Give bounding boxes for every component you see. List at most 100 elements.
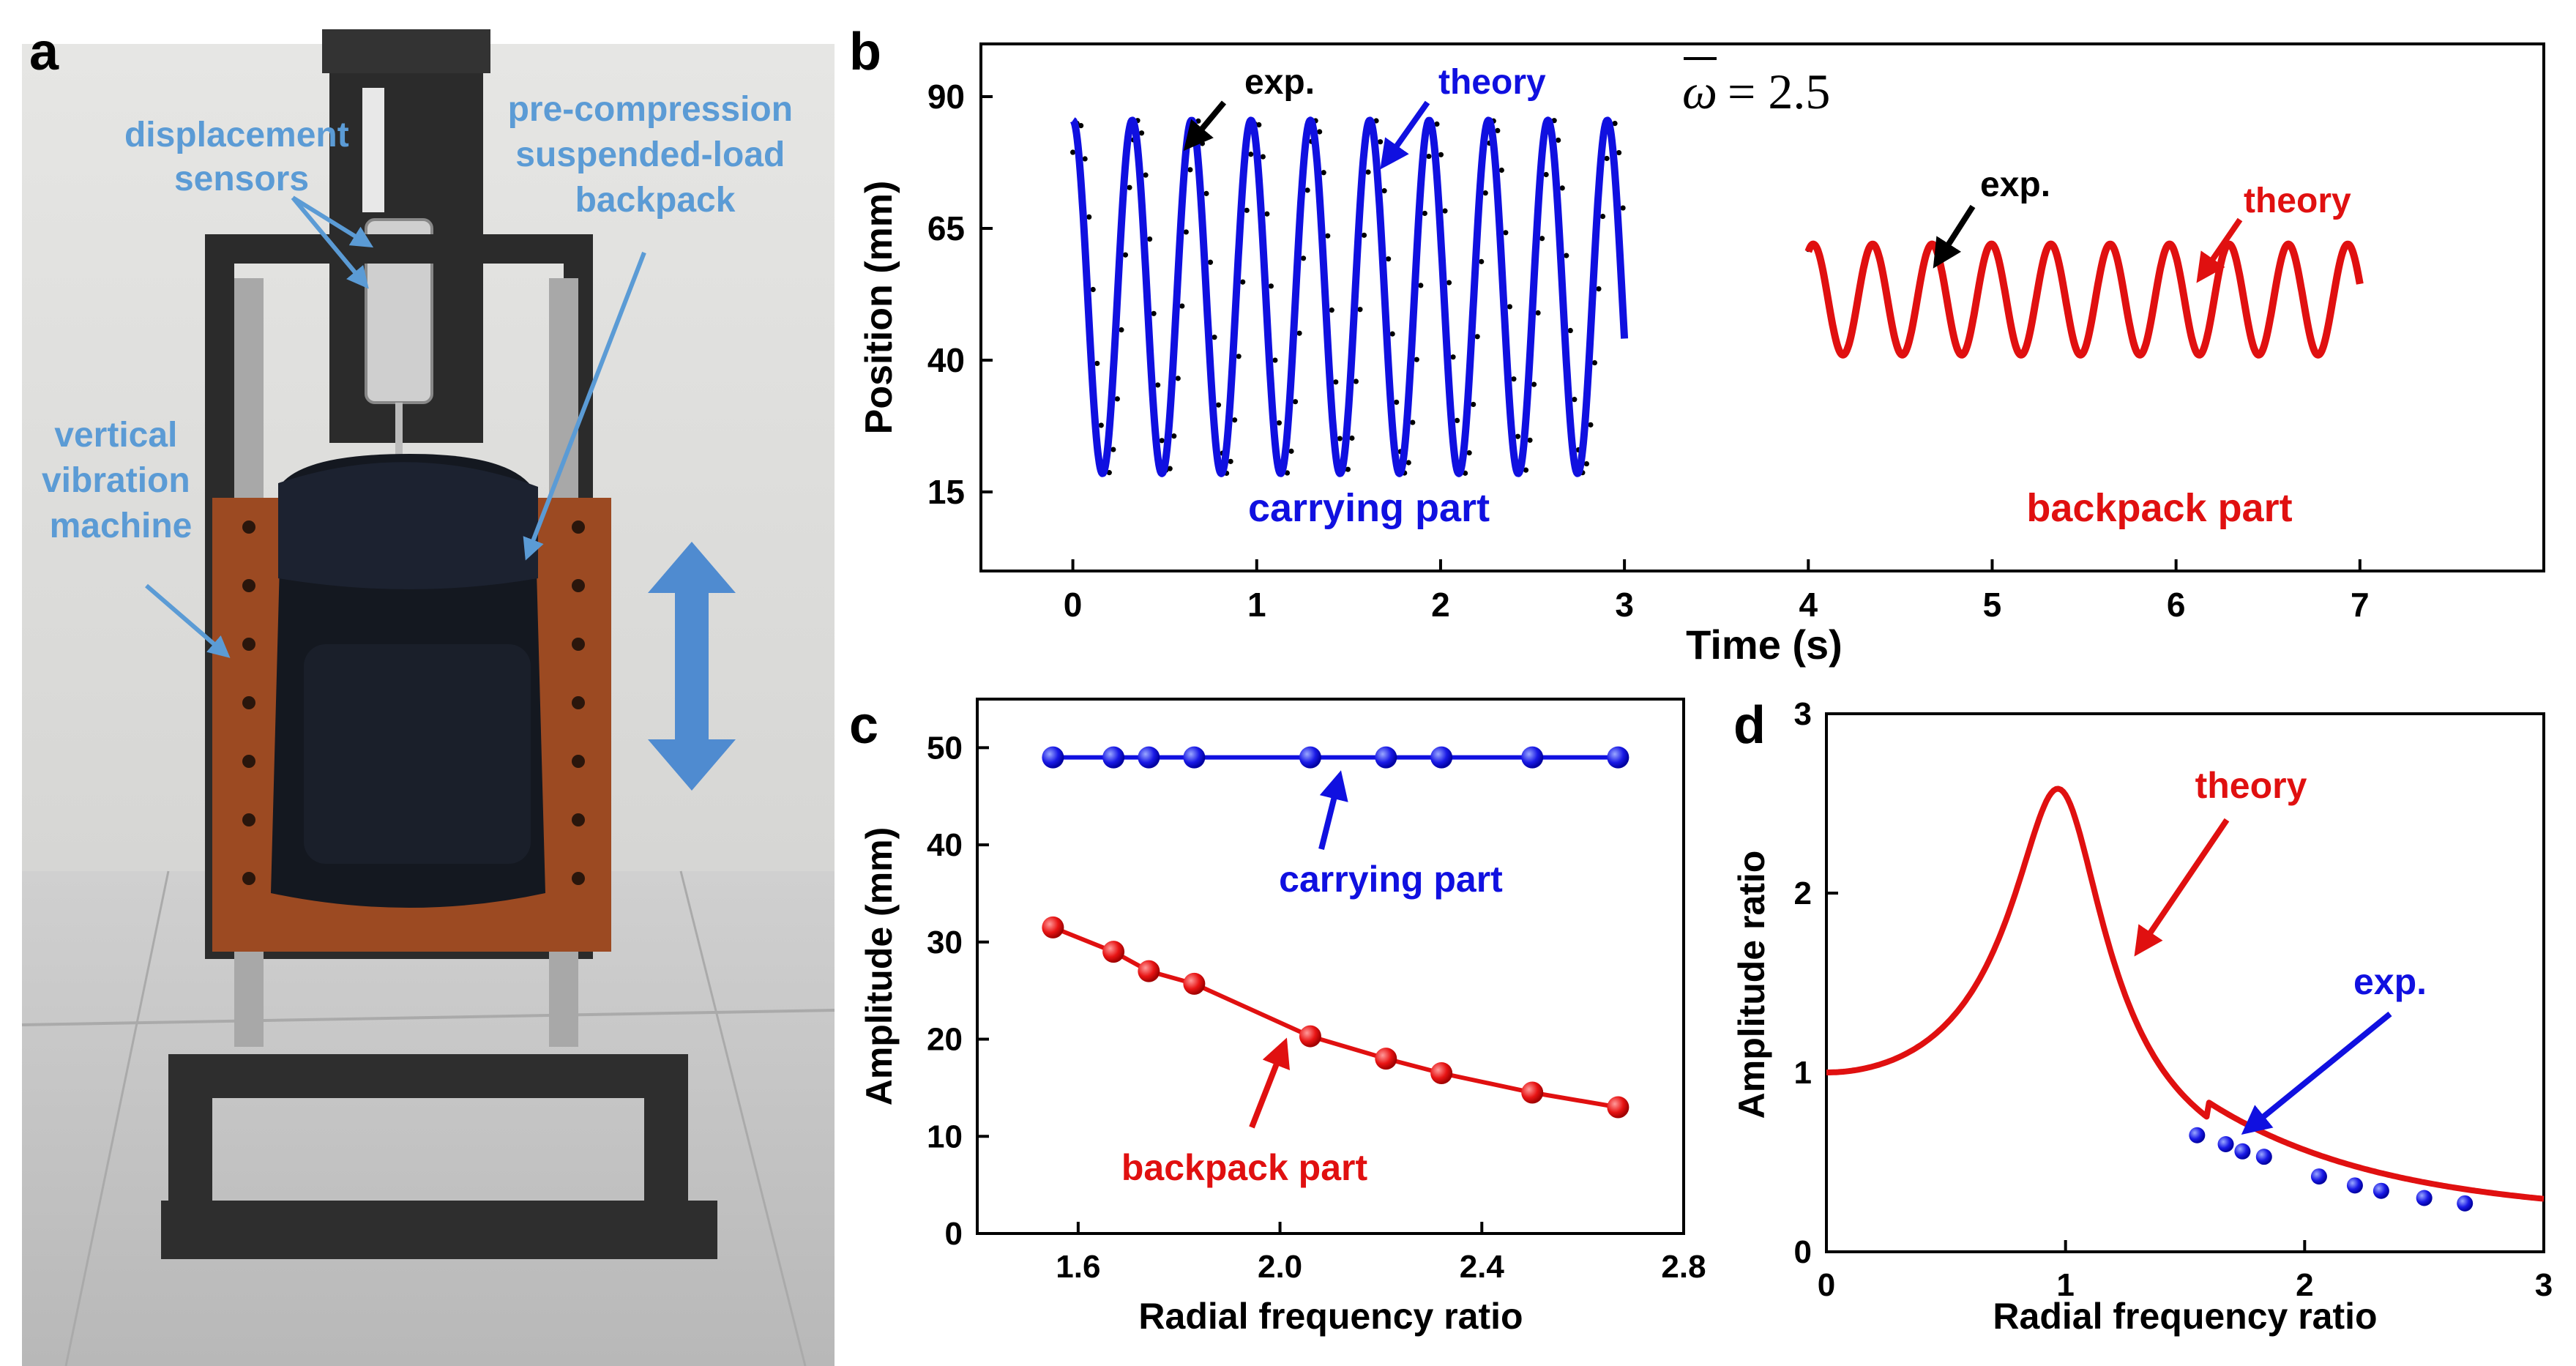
carrying-exp-point [1422,210,1427,217]
chart-b-series [1069,116,2364,477]
carrying-exp-point [1418,283,1424,288]
carrying-exp-point [1143,172,1149,178]
chart-c-ytick-label: 40 [927,827,963,863]
carrying-exp-point [1167,466,1173,471]
carrying-exp-point [1612,120,1618,127]
carrying-exp-point [1171,433,1177,439]
chart-b-xtick-label: 4 [1799,586,1818,624]
panel-a-photo: displacement sensors pre-compression sus… [21,29,835,1366]
carrying-exp-point [1244,207,1250,213]
carrying-exp-point [1588,422,1594,428]
carrying-exp-point [1503,230,1509,236]
panel-label-d: d [1733,696,1766,755]
exp-point [2457,1195,2474,1212]
chart-c-series [1042,746,1629,1119]
carrying-exp-point [1110,447,1116,452]
carrying-exp-point [1381,188,1387,194]
carrying-exp-point [1438,152,1444,157]
backpack-amplitude-point [1375,1048,1397,1070]
carrying-exp-point [1119,327,1124,333]
machine-base-left [168,1054,212,1259]
carrying-exp-point [1138,130,1145,136]
machine-base-front [161,1201,717,1259]
label-d-theory: theory [2195,765,2307,806]
carrying-exp-point [1454,417,1460,423]
carrying-exp-point [1333,379,1339,385]
carrying-exp-point [1511,376,1517,382]
carrying-exp-point [1337,436,1343,441]
chart-b-xtick-label: 2 [1431,586,1450,624]
carrying-exp-point [1523,467,1529,473]
floor-tile-line-3 [679,870,807,1366]
carrying-exp-point [1086,214,1092,220]
carrying-amplitude-point [1607,746,1629,769]
label-machine-line2: vibration [42,461,190,500]
label-displacement-sensors: displacement sensors [124,116,359,198]
carrying-exp-point [1260,154,1266,160]
backpack-arrow [523,251,646,561]
exp-point [2234,1143,2251,1160]
carrying-exp-point [1583,460,1589,467]
carrying-exp-point [1082,156,1088,162]
chart-b-xtick-label: 7 [2351,586,2370,624]
chart-b-xtick-label: 0 [1064,586,1083,624]
omega-symbol: ω [1682,64,1717,119]
carrying-exp-point [1567,327,1573,334]
carrying-exp-point [1199,141,1206,146]
carrying-exp-point [1212,335,1217,340]
carrying-exp-point [1317,129,1323,135]
carrying-exp-point [1434,121,1440,127]
exp-point [2372,1182,2389,1199]
carrying-exp-point [1405,460,1411,466]
carrying-exp-point [1539,236,1545,242]
carrying-exp-point [1616,149,1622,156]
arrow-exp-carrying [1183,100,1227,152]
label-machine-line1: vertical [54,416,177,455]
carrying-exp-point [1300,255,1307,261]
carrying-exp-point [1596,285,1602,292]
label-backpack-line1: pre-compression [508,90,793,129]
chart-c-xlabel: Radial frequency ratio [1138,1296,1523,1337]
chart-c-ytick-label: 20 [927,1022,963,1058]
arrow-c-carrying [1318,770,1348,850]
chart-d-series [1826,785,2545,1212]
carrying-exp-point [1604,155,1610,162]
carrying-exp-point [1159,438,1165,444]
carrying-amplitude-point [1521,746,1544,769]
chart-d-xtick-label: 1 [2056,1267,2074,1303]
carrying-exp-point [1446,280,1452,285]
omega-value: = 2.5 [1728,64,1830,119]
carrying-exp-point [1288,448,1294,454]
carrying-exp-point [1599,213,1606,220]
carrying-exp-point [1556,137,1561,143]
carrying-exp-point [1591,359,1598,366]
backpack-flap [278,462,538,589]
arrow-d-theory [2134,818,2230,957]
carrying-amplitude-point [1102,746,1125,769]
carrying-exp-point [1357,307,1363,313]
carrying-exp-point [1325,233,1331,239]
carrying-exp-point [1389,331,1395,337]
chart-c-xtick-label: 1.6 [1056,1249,1100,1285]
carrying-exp-point [1414,357,1419,362]
arrow-theory-carrying [1380,100,1430,170]
chart-c-ytick-label: 30 [927,925,963,960]
chart-c-xtick-label: 2.4 [1460,1249,1505,1285]
chart-b-ytick-label: 15 [927,473,965,511]
chart-d-axes [1825,712,2545,1253]
carrying-exp-point [1203,190,1209,196]
carrying-exp-point [1394,399,1400,406]
chart-b-ticks: 0 1 2 3 4 5 6 7 15 40 65 90 [927,78,2370,624]
panel-label-b: b [849,23,881,81]
carrying-exp-point [1276,420,1283,426]
label-machine: vertical vibration machine [42,416,200,545]
carrying-exp-point [1535,310,1541,316]
label-c-carrying-part: carrying part [1279,859,1503,900]
carrying-exp-point [1620,205,1626,211]
plate-holes [242,520,585,885]
backpack-amplitude-point [1299,1025,1321,1048]
carrying-exp-point [1240,279,1246,285]
carrying-exp-point [1268,283,1274,289]
carrying-exp-point [1482,190,1488,196]
carrying-exp-point [1069,149,1076,155]
